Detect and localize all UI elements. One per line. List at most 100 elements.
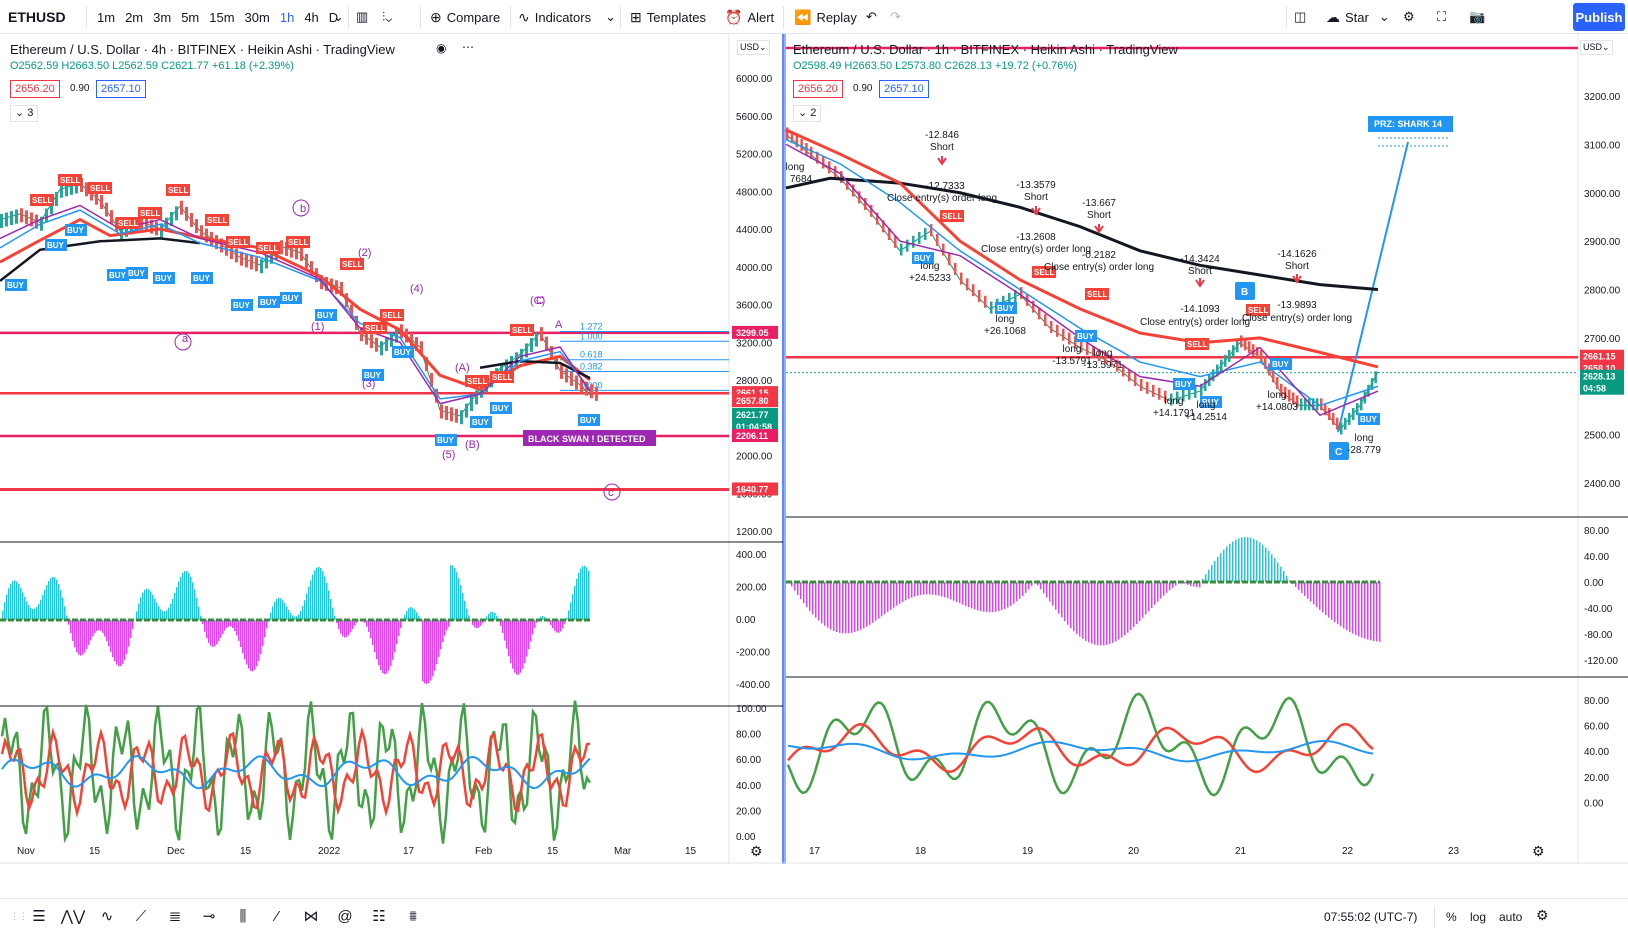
oscillator-bar — [1175, 582, 1177, 586]
fib-icon[interactable]: ≣ — [168, 908, 182, 925]
settings-gear-icon[interactable]: ⚙ — [1532, 843, 1545, 859]
interval-1m[interactable]: 1m — [97, 9, 116, 25]
heikin-ashi-candle — [340, 281, 343, 296]
pattern-icon[interactable]: ⋀⋁ — [60, 908, 86, 925]
heikin-ashi-candle — [65, 182, 68, 197]
price-tick-label: 2800.00 — [736, 376, 773, 387]
drag-handle-icon[interactable]: ⋮⋮ — [10, 910, 28, 921]
spiral-icon[interactable]: @ — [337, 907, 353, 925]
oscillator-bar — [258, 620, 260, 661]
xabcd-icon[interactable]: ⋈ — [303, 908, 319, 925]
currency-select[interactable]: USD⌄ — [1580, 40, 1613, 55]
undo-icon[interactable]: ↶ — [866, 9, 877, 24]
oscillator-bar — [372, 620, 374, 646]
replay-button[interactable]: ⏪ Replay — [794, 0, 857, 34]
interval-3m[interactable]: 3m — [153, 9, 172, 25]
heikin-ashi-candle — [978, 289, 981, 302]
heikin-ashi-candle — [1104, 351, 1107, 364]
trend-line-icon[interactable]: ⟋ — [135, 907, 147, 925]
oscillator-bar — [244, 620, 246, 660]
heikin-ashi-candle — [1308, 398, 1311, 411]
bars-icon[interactable]: ⫼ — [239, 907, 247, 925]
left-chart-title[interactable]: Ethereum / U.S. Dollar · 4h · BITFINEX ·… — [10, 42, 395, 57]
right-chart-title[interactable]: Ethereum / U.S. Dollar · 1h · BITFINEX ·… — [793, 42, 1178, 57]
oscillator-bar — [170, 603, 172, 620]
oscillator-bar — [1361, 582, 1363, 638]
clock-time[interactable]: 07:55:02 (UTC-7) — [1324, 910, 1418, 924]
percent-toggle[interactable]: % — [1446, 910, 1457, 924]
publish-button[interactable]: Publish — [1573, 3, 1625, 31]
indicators-collapse-toggle[interactable]: ⌄ 3 — [10, 105, 39, 122]
oscillator-bar — [128, 620, 130, 647]
symbol-search-button[interactable]: ETHUSD — [8, 9, 66, 25]
oscillator-bar — [534, 620, 536, 628]
heikin-ashi-candle — [1188, 387, 1191, 400]
list-settings-icon[interactable]: ☷ — [372, 908, 386, 925]
interval-5m[interactable]: 5m — [181, 9, 200, 25]
oscillator-bar — [150, 591, 152, 620]
eye-icon[interactable]: ◉ — [436, 41, 447, 55]
oscillator-bar — [564, 620, 566, 624]
indicators-button[interactable]: ∿ Indicators ⌄ — [518, 0, 616, 34]
interval-2m[interactable]: 2m — [125, 9, 144, 25]
oscillator-bar — [1160, 582, 1162, 599]
elliott-wave-icon[interactable]: ∿ — [100, 908, 114, 925]
log-toggle[interactable]: log — [1470, 910, 1487, 924]
heikin-ashi-candle — [445, 405, 448, 420]
interval-dropdown-chevron-icon[interactable]: ⌄ — [333, 9, 344, 24]
heikin-ashi-candle — [465, 403, 468, 418]
heikin-ashi-candle — [105, 202, 108, 217]
more-icon[interactable]: ⋯ — [462, 40, 474, 54]
candle-style-icon[interactable]: ▥ — [356, 9, 369, 24]
interval-15m[interactable]: 15m — [209, 9, 235, 25]
interval-1h[interactable]: 1h — [279, 9, 295, 25]
ray-icon[interactable]: ⁄ — [275, 907, 279, 925]
oscillator-bar — [818, 582, 820, 621]
buy-price-button[interactable]: 2657.10 — [879, 80, 929, 98]
price-tag — [1580, 381, 1624, 395]
menu-lines-icon[interactable]: ☰ — [32, 908, 46, 925]
sliders-icon[interactable]: ⩩ — [408, 907, 417, 925]
fullscreen-icon[interactable]: ⛶ — [1437, 9, 1447, 24]
camera-icon[interactable]: 📷 — [1469, 9, 1486, 24]
horizontal-line-icon[interactable]: ⊸ — [202, 908, 216, 925]
star-layout-button[interactable]: ☁ Star ⌄ — [1326, 0, 1390, 34]
heikin-ashi-candle — [235, 248, 238, 263]
interval-D[interactable]: D — [328, 9, 339, 25]
heikin-ashi-candle — [1344, 417, 1347, 430]
bar-style-icon[interactable]: ⫶⌄ — [382, 9, 393, 24]
compare-button[interactable]: ⊕ Compare — [430, 0, 500, 34]
buy-price-button[interactable]: 2657.10 — [96, 80, 146, 98]
settings-gear-icon[interactable]: ⚙ — [750, 843, 763, 859]
settings-gear-icon[interactable]: ⚙ — [1536, 907, 1549, 923]
redo-icon[interactable]: ↷ — [890, 9, 901, 24]
sell-price-button[interactable]: 2656.20 — [10, 80, 60, 98]
templates-button[interactable]: ⊞ Templates — [630, 0, 706, 34]
rsi-tick-label: 40.00 — [736, 781, 761, 792]
trade-annotation: -13.5971 — [1083, 360, 1123, 371]
alert-button[interactable]: ⏰ Alert — [725, 0, 774, 34]
interval-30m[interactable]: 30m — [244, 9, 270, 25]
oscillator-bar — [414, 609, 416, 620]
interval-4h[interactable]: 4h — [304, 9, 319, 25]
chart-area[interactable]: 6000.00 5600.00 5200.00 4800.00 4400.00 4000.… — [0, 34, 1628, 898]
oscillator-bar — [1253, 538, 1255, 582]
heikin-ashi-candle — [966, 278, 969, 291]
oscillator-bar — [390, 620, 392, 667]
fib-level-label: 0.618 — [580, 350, 603, 360]
indicators-collapse-toggle[interactable]: ⌄ 2 — [793, 105, 822, 122]
layout-icon[interactable]: ◫ — [1294, 9, 1307, 24]
auto-toggle[interactable]: auto — [1499, 910, 1523, 924]
oscillator-bar — [1073, 582, 1075, 632]
trade-annotation: long — [1165, 396, 1184, 407]
heikin-ashi-candle — [1276, 377, 1279, 390]
oscillator-bar — [14, 580, 16, 620]
settings-gear-icon[interactable]: ⚙ — [1403, 9, 1415, 24]
oscillator-bar — [206, 620, 208, 639]
sell-price-button[interactable]: 2656.20 — [793, 80, 843, 98]
oscillator-bar — [490, 612, 492, 620]
price-tag-label: 2661.15 — [736, 388, 769, 398]
price-tag-label: 01:04:58 — [736, 422, 772, 432]
oscillator-bar — [40, 599, 42, 620]
currency-select[interactable]: USD⌄ — [737, 40, 770, 55]
